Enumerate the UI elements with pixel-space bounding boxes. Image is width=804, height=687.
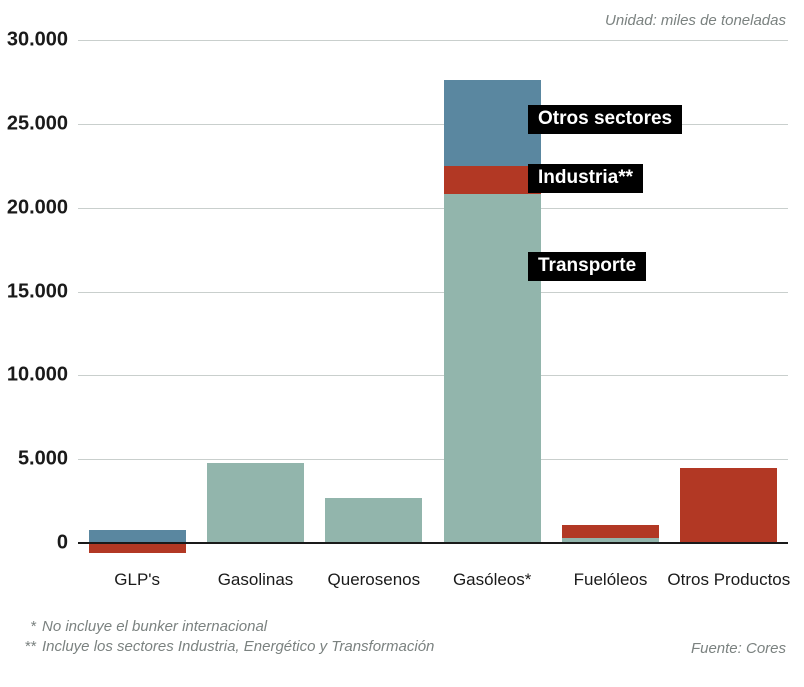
source-label: Fuente: Cores — [691, 640, 786, 657]
bar-seg-otros — [89, 530, 186, 543]
footnotes: * No incluye el bunker internacional ** … — [18, 617, 434, 658]
x-tick-label: Gasóleos* — [453, 570, 531, 590]
y-tick-label: 30.000 — [0, 29, 68, 52]
y-tick-label: 25.000 — [0, 112, 68, 135]
bar-group — [444, 40, 541, 560]
footnote-2: ** Incluye los sectores Industria, Energ… — [18, 637, 434, 657]
footnote-2-mark: ** — [18, 637, 42, 657]
bar-group — [89, 40, 186, 560]
y-tick-label: 0 — [0, 532, 68, 555]
series-label-transporte: Transporte — [528, 252, 646, 281]
bar-seg-industria — [680, 468, 777, 543]
x-tick-label: GLP's — [114, 570, 160, 590]
unit-label: Unidad: miles de toneladas — [605, 12, 786, 29]
y-tick-label: 5.000 — [0, 448, 68, 471]
footnote-1-text: No incluye el bunker internacional — [42, 617, 267, 637]
bar-group — [680, 40, 777, 560]
bar-seg-transporte — [444, 194, 541, 543]
bar-seg-transporte — [207, 463, 304, 544]
series-label-otros: Otros sectores — [528, 105, 682, 134]
bar-group — [207, 40, 304, 560]
y-tick-label: 20.000 — [0, 196, 68, 219]
footnote-2-text: Incluye los sectores Industria, Energéti… — [42, 637, 434, 657]
x-tick-label: Querosenos — [328, 570, 421, 590]
series-label-industria: Industria** — [528, 164, 643, 193]
x-tick-label: Otros Productos — [667, 570, 790, 590]
chart-root: Unidad: miles de toneladas 0 5.000 10.000 1… — [0, 0, 804, 687]
bar-seg-industria — [444, 166, 541, 195]
footnote-1-mark: * — [18, 617, 42, 637]
y-tick-label: 15.000 — [0, 280, 68, 303]
footnote-1: * No incluye el bunker internacional — [18, 617, 434, 637]
zero-line — [78, 542, 788, 544]
x-tick-label: Gasolinas — [218, 570, 294, 590]
bar-group — [325, 40, 422, 560]
bar-seg-otros — [444, 80, 541, 166]
y-tick-label: 10.000 — [0, 364, 68, 387]
bar-seg-industria — [89, 543, 186, 553]
x-tick-label: Fuelóleos — [574, 570, 648, 590]
bar-seg-transporte — [325, 498, 422, 543]
bar-seg-industria — [562, 525, 659, 538]
